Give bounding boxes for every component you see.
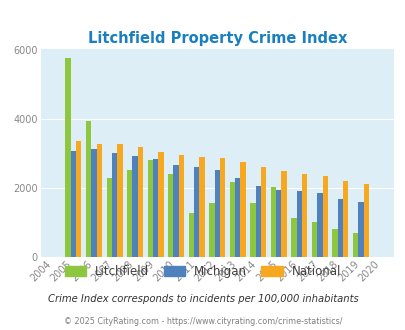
Bar bbox=[270, 187, 275, 257]
Bar bbox=[291, 218, 296, 257]
Bar bbox=[132, 156, 137, 257]
Bar bbox=[70, 151, 76, 257]
Bar bbox=[316, 193, 322, 257]
Bar bbox=[96, 144, 102, 257]
Bar bbox=[76, 141, 81, 257]
Bar bbox=[352, 233, 357, 257]
Bar bbox=[199, 156, 204, 257]
Bar bbox=[153, 159, 158, 257]
Bar bbox=[342, 181, 347, 257]
Bar bbox=[296, 191, 301, 257]
Bar bbox=[260, 167, 266, 257]
Bar bbox=[337, 199, 342, 257]
Bar bbox=[168, 174, 173, 257]
Bar bbox=[281, 171, 286, 257]
Bar bbox=[173, 165, 178, 257]
Bar bbox=[194, 167, 199, 257]
Bar bbox=[363, 184, 368, 257]
Bar bbox=[106, 179, 112, 257]
Text: Crime Index corresponds to incidents per 100,000 inhabitants: Crime Index corresponds to incidents per… bbox=[47, 294, 358, 304]
Bar bbox=[255, 186, 260, 257]
Legend: Litchfield, Michigan, National: Litchfield, Michigan, National bbox=[64, 265, 341, 278]
Text: © 2025 CityRating.com - https://www.cityrating.com/crime-statistics/: © 2025 CityRating.com - https://www.city… bbox=[64, 317, 341, 326]
Bar bbox=[178, 155, 184, 257]
Bar bbox=[220, 158, 225, 257]
Bar bbox=[234, 178, 240, 257]
Bar bbox=[86, 120, 91, 257]
Title: Litchfield Property Crime Index: Litchfield Property Crime Index bbox=[87, 31, 346, 46]
Bar bbox=[311, 222, 316, 257]
Bar bbox=[188, 213, 194, 257]
Bar bbox=[275, 190, 281, 257]
Bar bbox=[357, 202, 363, 257]
Bar bbox=[112, 153, 117, 257]
Bar bbox=[209, 203, 214, 257]
Bar bbox=[301, 174, 307, 257]
Bar bbox=[332, 229, 337, 257]
Bar bbox=[249, 203, 255, 257]
Bar bbox=[158, 152, 163, 257]
Bar bbox=[229, 182, 234, 257]
Bar bbox=[127, 170, 132, 257]
Bar bbox=[117, 145, 122, 257]
Bar bbox=[240, 162, 245, 257]
Bar bbox=[322, 176, 327, 257]
Bar bbox=[147, 160, 153, 257]
Bar bbox=[214, 170, 220, 257]
Bar bbox=[137, 147, 143, 257]
Bar bbox=[91, 149, 96, 257]
Bar bbox=[65, 58, 70, 257]
